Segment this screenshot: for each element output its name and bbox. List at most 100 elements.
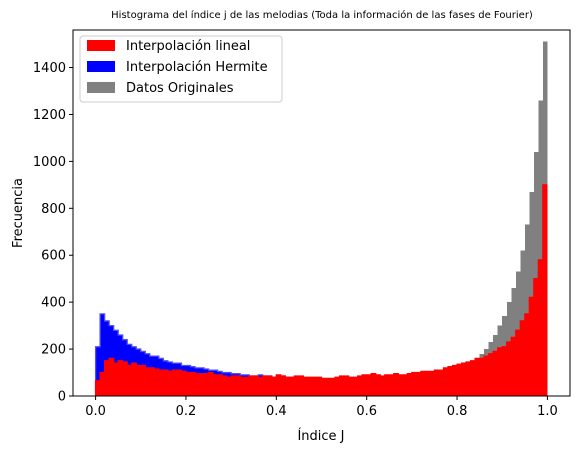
y-axis-label: Frecuencia: [11, 178, 26, 248]
y-tick-label: 0: [58, 390, 66, 405]
bar-lineal: [235, 376, 241, 396]
y-tick-label: 1400: [33, 61, 66, 76]
legend-swatch-lineal: [87, 40, 115, 51]
bar-lineal: [384, 374, 390, 396]
bar-lineal: [316, 377, 322, 396]
bar-lineal: [118, 360, 123, 396]
bar-lineal: [280, 376, 286, 396]
bar-hermite: [104, 320, 110, 396]
bar-lineal: [109, 358, 114, 396]
bar-lineal: [104, 360, 110, 396]
x-tick-label: 0.8: [447, 404, 468, 419]
bar-lineal: [321, 378, 327, 396]
bar-lineal: [479, 358, 485, 396]
bar-lineal: [231, 376, 236, 396]
bar-lineal: [267, 376, 273, 396]
bar-lineal: [466, 361, 471, 396]
bar-lineal: [524, 313, 530, 396]
bar-lineal: [461, 363, 467, 396]
bar-lineal: [457, 364, 462, 396]
bar-lineal: [538, 259, 544, 396]
y-axis: 0 200 400 600 800 1000 1200 1400: [33, 61, 73, 405]
bar-original: [533, 152, 539, 396]
bar-lineal: [497, 347, 503, 396]
bar-lineal: [470, 360, 476, 396]
bar-lineal: [416, 372, 422, 396]
y-tick-label: 800: [41, 202, 66, 217]
bar-lineal: [226, 377, 232, 396]
legend-swatch-original: [87, 82, 115, 93]
plot-area: [94, 41, 548, 396]
bar-lineal: [244, 377, 250, 396]
bar-lineal: [95, 380, 101, 396]
legend-label-hermite: Interpolación Hermite: [126, 60, 268, 75]
bar-lineal: [330, 378, 336, 396]
bar-lineal: [145, 367, 151, 396]
bar-lineal: [362, 374, 367, 396]
x-tick-label: 0.2: [176, 404, 197, 419]
bar-lineal: [258, 377, 264, 396]
y-tick-label: 200: [41, 343, 66, 358]
bar-lineal: [511, 337, 517, 396]
x-tick-label: 1.0: [537, 404, 558, 419]
bar-lineal: [488, 353, 494, 396]
bar-lineal: [172, 370, 178, 396]
bar-lineal: [122, 361, 128, 396]
bar-lineal: [190, 372, 196, 396]
bar-lineal: [380, 376, 386, 396]
legend-swatch-hermite: [87, 61, 115, 72]
bar-original: [529, 191, 535, 396]
bar-lineal: [389, 374, 395, 396]
bar-lineal: [136, 365, 142, 396]
bar-lineal: [407, 373, 413, 396]
bar-lineal: [420, 371, 426, 396]
bar-lineal: [100, 372, 105, 396]
bar-lineal: [493, 351, 499, 396]
bar-lineal: [475, 358, 480, 396]
y-tick-label: 400: [41, 296, 66, 311]
x-tick-label: 0.6: [356, 404, 377, 419]
x-tick-label: 0.0: [85, 404, 106, 419]
bar-lineal: [276, 374, 282, 396]
bar-lineal: [163, 370, 169, 396]
bar-lineal: [353, 377, 358, 396]
bar-lineal: [240, 377, 245, 396]
y-tick-label: 600: [41, 249, 66, 264]
legend-label-original: Datos Originales: [126, 81, 234, 96]
bar-lineal: [425, 371, 431, 396]
bar-lineal: [371, 373, 377, 396]
bar-lineal: [344, 376, 349, 396]
bar-hermite: [100, 313, 105, 396]
bar-lineal: [448, 366, 453, 396]
legend-label-lineal: Interpolación lineal: [126, 39, 250, 54]
chart-title: Histograma del índice j de las melodias …: [111, 9, 533, 21]
bar-lineal: [339, 376, 345, 396]
bar-lineal: [303, 377, 309, 396]
plot-frame: [72, 29, 571, 397]
x-axis-label: Índice J: [297, 428, 344, 444]
bar-lineal: [533, 278, 539, 396]
bar-lineal: [502, 346, 508, 396]
bar-lineal: [217, 374, 223, 396]
bar-lineal: [154, 369, 160, 396]
legend: Interpolación lineal Interpolación Hermi…: [79, 35, 283, 103]
bar-lineal: [515, 330, 521, 396]
bar-lineal: [520, 320, 526, 396]
series-lineal: [94, 184, 548, 396]
bar-lineal: [429, 371, 435, 396]
bar-lineal: [434, 370, 440, 396]
bar-lineal: [127, 365, 133, 396]
bar-lineal: [208, 372, 214, 396]
bar-lineal: [131, 363, 137, 396]
bar-lineal: [181, 371, 187, 396]
bar-lineal: [222, 376, 227, 396]
bar-lineal: [262, 376, 268, 396]
bar-lineal: [149, 367, 155, 396]
bar-lineal: [213, 374, 218, 396]
bar-lineal: [253, 376, 259, 396]
bar-lineal: [484, 356, 489, 396]
bar-lineal: [271, 377, 277, 396]
bar-lineal: [529, 297, 535, 396]
bar-lineal: [357, 376, 363, 396]
bar-lineal: [199, 373, 205, 396]
